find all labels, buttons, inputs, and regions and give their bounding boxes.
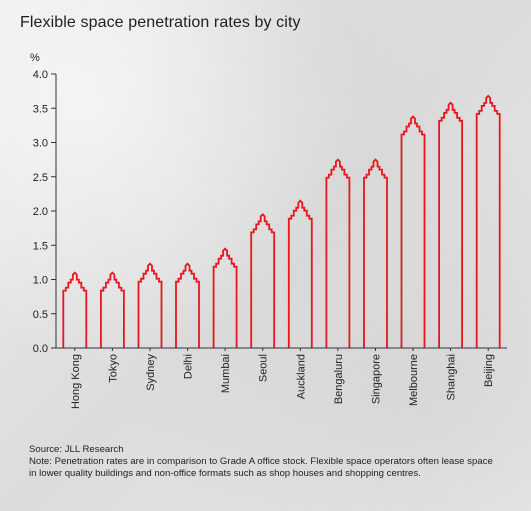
y-tick-label: 4.0 <box>33 69 48 81</box>
x-tick-label: Beijing <box>483 354 495 387</box>
y-tick-label: 2.5 <box>33 172 48 184</box>
bar-auckland <box>287 199 313 348</box>
y-axis-unit-label: % <box>30 52 40 64</box>
bar-tokyo <box>100 271 125 348</box>
bar-shanghai <box>438 101 463 348</box>
chart-title: Flexible space penetration rates by city <box>20 14 301 31</box>
bar-singapore <box>363 158 388 348</box>
y-tick-label: 0.0 <box>33 343 48 355</box>
bar-sydney <box>137 262 163 348</box>
bars <box>62 94 501 348</box>
bar-hong-kong <box>62 271 88 348</box>
x-tick-label: Melbourne <box>408 354 420 406</box>
note-text: Note: Penetration rates are in compariso… <box>29 456 493 480</box>
y-tick-label: 1.5 <box>33 240 48 252</box>
bar-bengaluru <box>325 158 351 348</box>
x-tick-label: Seoul <box>258 354 270 382</box>
x-tick-label: Singapore <box>370 354 382 404</box>
x-axis-labels: Hong Kong Tokyo Sydney Delhi Mumbai Seoul Auck… <box>70 348 495 409</box>
y-tick-label: 3.5 <box>33 103 48 115</box>
x-tick-label: Tokyo <box>107 354 119 383</box>
axes <box>55 74 507 349</box>
source-text: Source: JLL Research <box>29 444 124 455</box>
bar-melbourne <box>400 115 426 348</box>
x-tick-label: Bengaluru <box>333 354 345 404</box>
y-tick-label: 1.0 <box>33 275 48 287</box>
x-tick-label: Auckland <box>295 354 307 399</box>
x-tick-label: Delhi <box>183 354 195 379</box>
x-tick-label: Hong Kong <box>70 354 82 409</box>
y-tick-label: 3.0 <box>33 138 48 150</box>
x-tick-label: Mumbai <box>220 354 232 393</box>
x-tick-label: Shanghai <box>446 354 458 401</box>
bar-delhi <box>175 262 200 348</box>
x-tick-label: Sydney <box>145 354 157 391</box>
bar-mumbai <box>212 247 238 348</box>
y-tick-label: 2.0 <box>33 206 48 218</box>
y-axis-ticks: 0.0 0.5 1.0 1.5 2.0 2.5 3.0 3.5 4.0 <box>33 69 56 355</box>
bar-seoul <box>250 213 276 348</box>
bar-beijing <box>475 94 501 348</box>
footnote: Source: JLL Research Note: Penetration r… <box>29 444 499 481</box>
y-tick-label: 0.5 <box>33 309 48 321</box>
